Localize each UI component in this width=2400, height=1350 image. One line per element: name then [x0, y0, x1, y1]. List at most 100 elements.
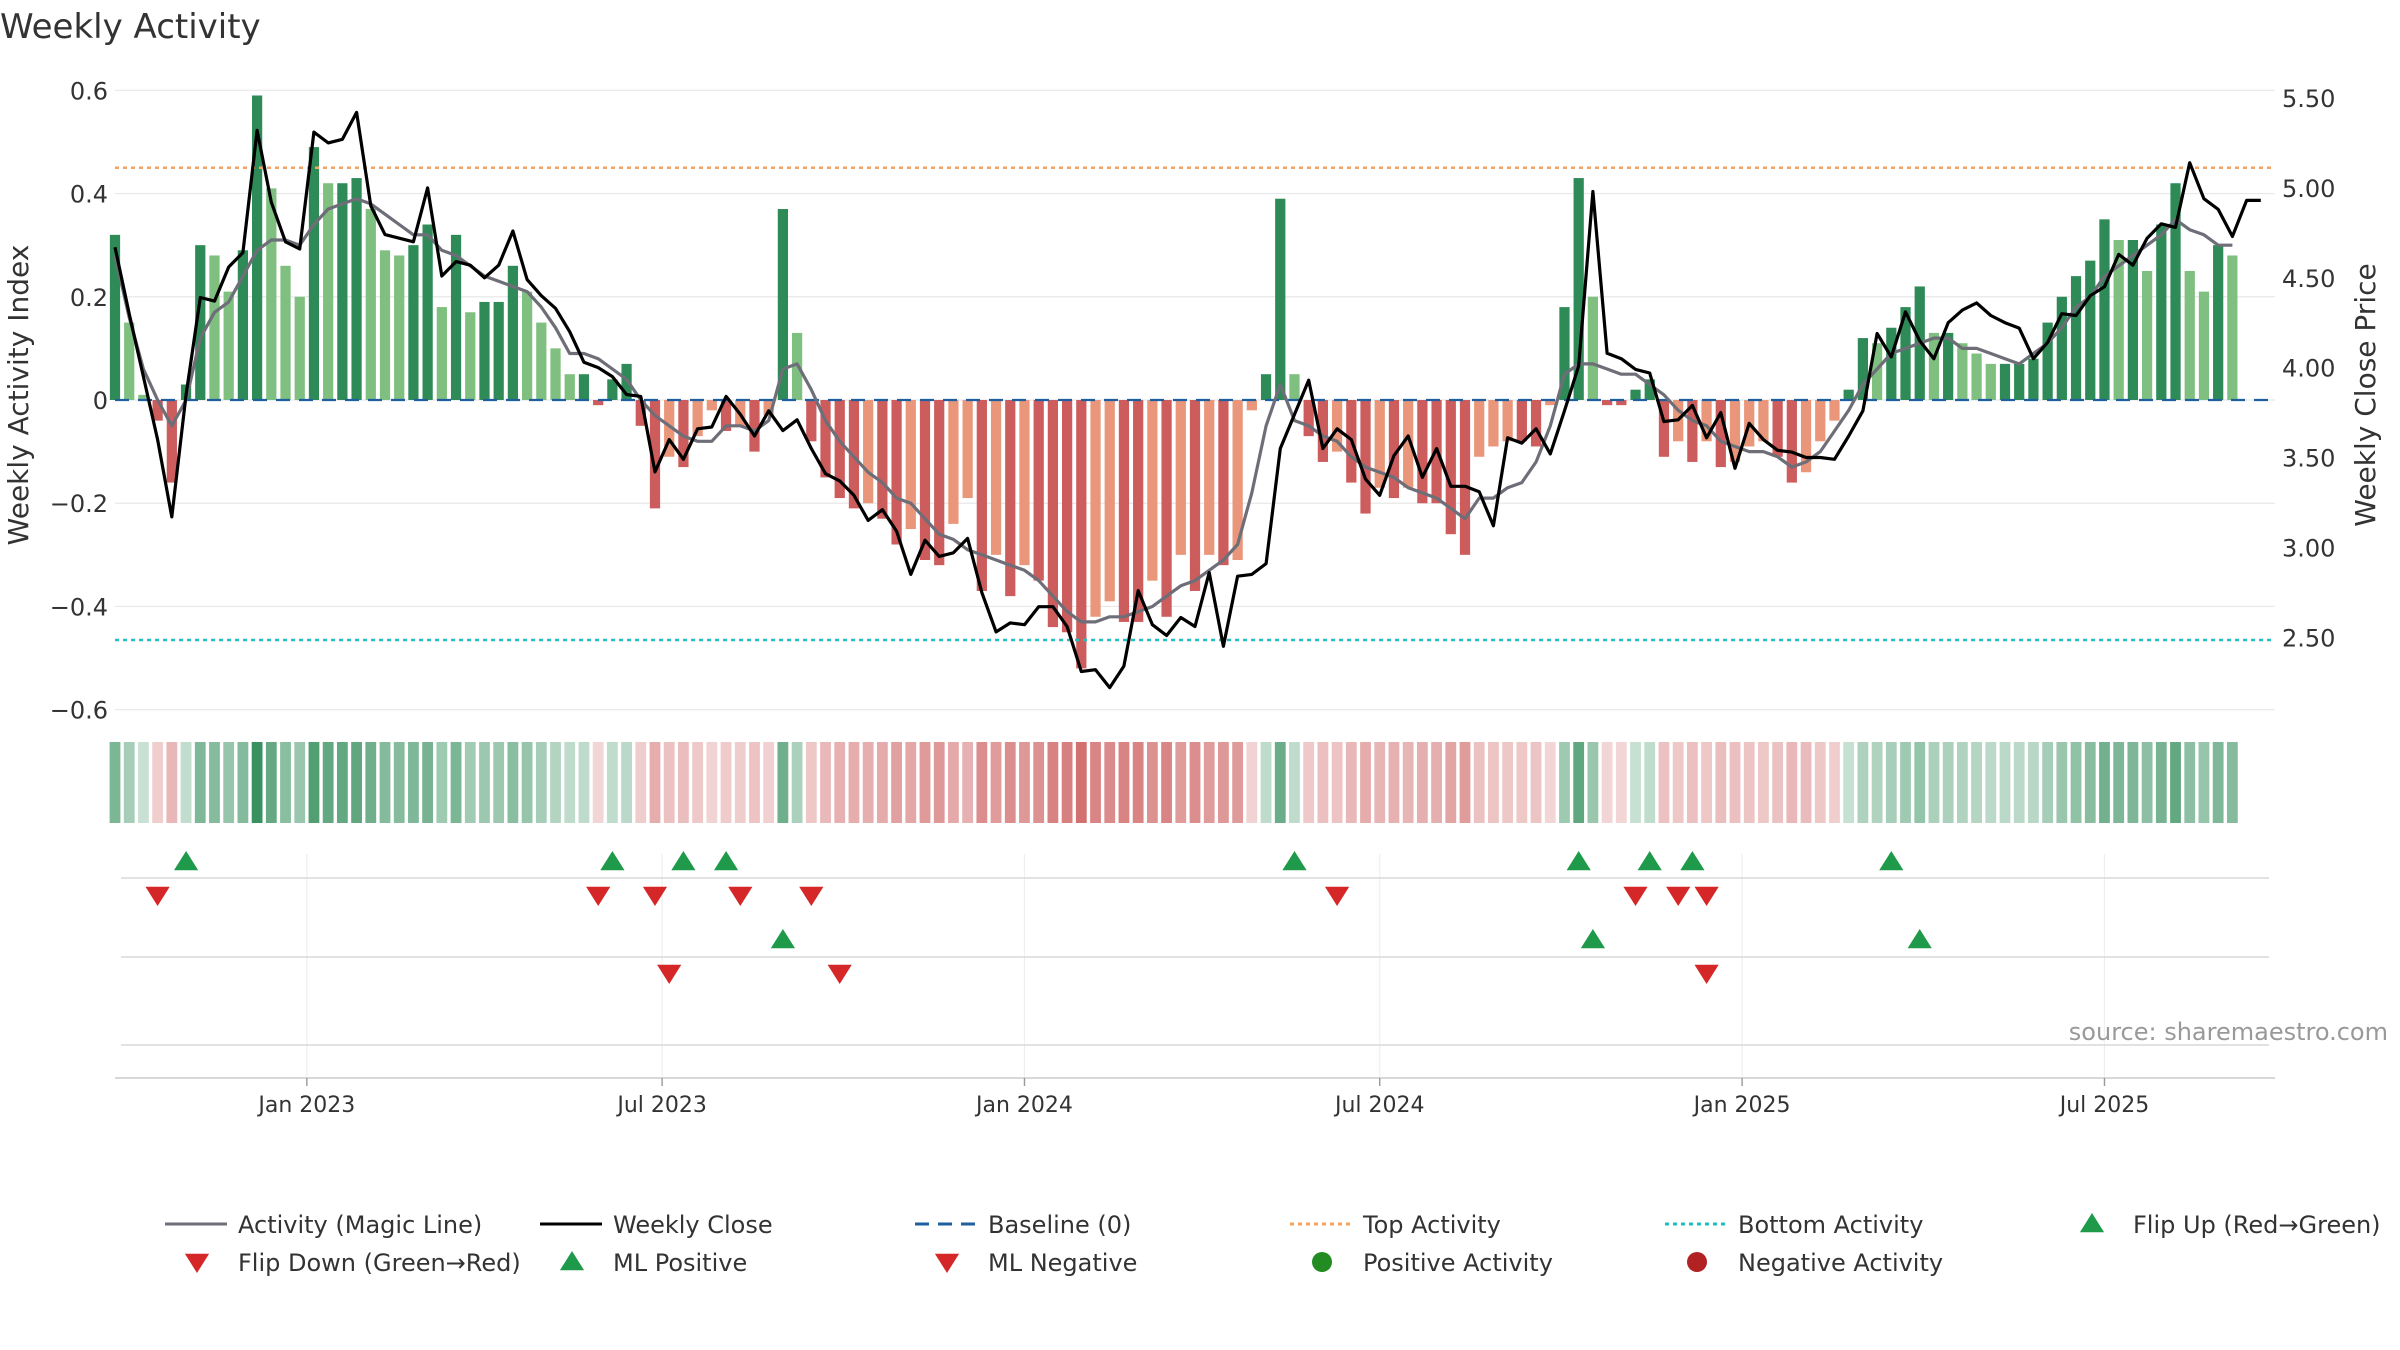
activity-bar: [237, 250, 249, 400]
activity-bar: [1928, 332, 1940, 400]
legend-weekly-close-label: Weekly Close: [613, 1211, 773, 1239]
activity-strip-cell: [1857, 742, 1869, 823]
activity-strip-cell: [635, 742, 647, 823]
activity-strip-cell: [123, 742, 135, 823]
activity-bar: [1829, 400, 1840, 421]
activity-strip-cell: [1644, 742, 1656, 823]
flip-down-marker: [586, 886, 611, 906]
activity-strip-cell: [1118, 742, 1130, 823]
activity-bar: [1957, 343, 1968, 400]
activity-strip-cell: [550, 742, 561, 823]
activity-bar: [1786, 400, 1797, 483]
activity-bar: [2014, 363, 2025, 400]
activity-bar: [962, 400, 973, 499]
activity-bar: [1715, 400, 1726, 468]
y-right-tick-label: 5.50: [2282, 85, 2335, 113]
activity-strip-cell: [2099, 742, 2110, 823]
activity-strip-cell: [1672, 742, 1684, 823]
activity-strip-cell: [109, 742, 121, 823]
activity-strip-cell: [1999, 742, 2011, 823]
activity-bar: [1587, 296, 1599, 400]
activity-bar: [1573, 178, 1584, 400]
activity-strip-cell: [393, 742, 405, 823]
activity-bar: [1303, 400, 1314, 437]
y-left-tick-label: 0: [93, 387, 108, 415]
y-left-tick-label: 0.4: [70, 181, 108, 209]
activity-strip-cell: [166, 742, 178, 823]
flip-up-marker: [174, 851, 199, 871]
activity-bar: [2213, 245, 2224, 400]
activity-strip-cell: [1374, 742, 1386, 823]
legend-negative-activity-label: Negative Activity: [1738, 1249, 1943, 1277]
activity-bar: [863, 400, 874, 504]
activity-strip-cell: [1871, 742, 1883, 823]
activity-strip-cell: [2028, 742, 2039, 823]
activity-bar: [1488, 400, 1499, 447]
activity-bar: [2198, 291, 2210, 400]
legend-positive-activity-swatch: [1312, 1252, 1332, 1272]
activity-strip-cell: [1033, 742, 1045, 823]
activity-bars: [109, 95, 2238, 669]
activity-strip-cell: [336, 742, 348, 823]
activity-bar: [649, 400, 661, 509]
activity-strip-cell: [2013, 742, 2025, 823]
flip-down-marker: [1623, 886, 1648, 906]
legend-negative-activity-swatch: [1687, 1252, 1707, 1272]
ml-negative-marker: [827, 964, 852, 984]
activity-bar: [1275, 198, 1286, 400]
activity-strip-cell: [1274, 742, 1286, 823]
activity-bar: [692, 400, 703, 437]
activity-bar: [877, 400, 888, 519]
activity-bar: [1772, 400, 1783, 457]
activity-bar: [1800, 400, 1812, 473]
activity-strip-cell: [2056, 742, 2068, 823]
flip-up-marker: [600, 851, 625, 871]
activity-bar: [2042, 322, 2053, 400]
activity-strip-cell: [606, 742, 618, 823]
activity-strip-cell: [848, 742, 860, 823]
activity-bar: [1033, 400, 1044, 581]
ml-negative-marker: [1694, 964, 1719, 984]
flip-down-marker: [728, 886, 753, 906]
activity-strip-cell: [1488, 742, 1499, 823]
activity-strip-cell: [720, 742, 732, 823]
activity-strip-cell: [749, 742, 760, 823]
activity-strip-cell: [1090, 742, 1101, 823]
activity-strip-cell: [649, 742, 661, 823]
activity-bar: [919, 400, 931, 560]
legend-positive-activity-label: Positive Activity: [1363, 1249, 1553, 1277]
activity-strip-cell: [1928, 742, 1940, 823]
activity-strip-cell: [1402, 742, 1414, 823]
ml-negative-marker: [657, 964, 682, 984]
flip-markers: [121, 851, 2269, 1046]
activity-strip-cell: [1388, 742, 1400, 823]
activity-strip-cell: [1686, 742, 1698, 823]
activity-strip-cell: [1203, 742, 1215, 823]
activity-strip-cell: [962, 742, 974, 823]
activity-strip-cell: [1445, 742, 1457, 823]
activity-strip-cell: [805, 742, 817, 823]
activity-bar: [1999, 363, 2011, 400]
activity-strip-cell: [180, 742, 192, 823]
activity-strip-cell: [1772, 742, 1784, 823]
flip-down-marker: [1694, 886, 1719, 906]
activity-bar: [1502, 400, 1513, 442]
activity-strip-cell: [763, 742, 775, 823]
activity-bar: [564, 374, 575, 400]
activity-bar: [493, 301, 504, 400]
price-lines: [113, 110, 2261, 690]
flip-up-marker: [1566, 851, 1591, 871]
source-label: source: sharemaestro.com: [2069, 1018, 2388, 1046]
activity-strip-cell: [535, 742, 547, 823]
activity-bar: [1104, 400, 1115, 602]
activity-strip-cell: [2155, 742, 2167, 823]
legend-flip-down-swatch: [184, 1253, 210, 1273]
activity-strip-cell: [2198, 742, 2210, 823]
activity-bar: [1729, 400, 1741, 462]
activity-bar: [550, 348, 561, 400]
activity-bar: [1289, 374, 1300, 400]
activity-strip-cell: [1814, 742, 1826, 823]
activity-bar: [1516, 400, 1527, 442]
activity-bar: [1331, 400, 1343, 452]
activity-bar: [1601, 400, 1613, 406]
